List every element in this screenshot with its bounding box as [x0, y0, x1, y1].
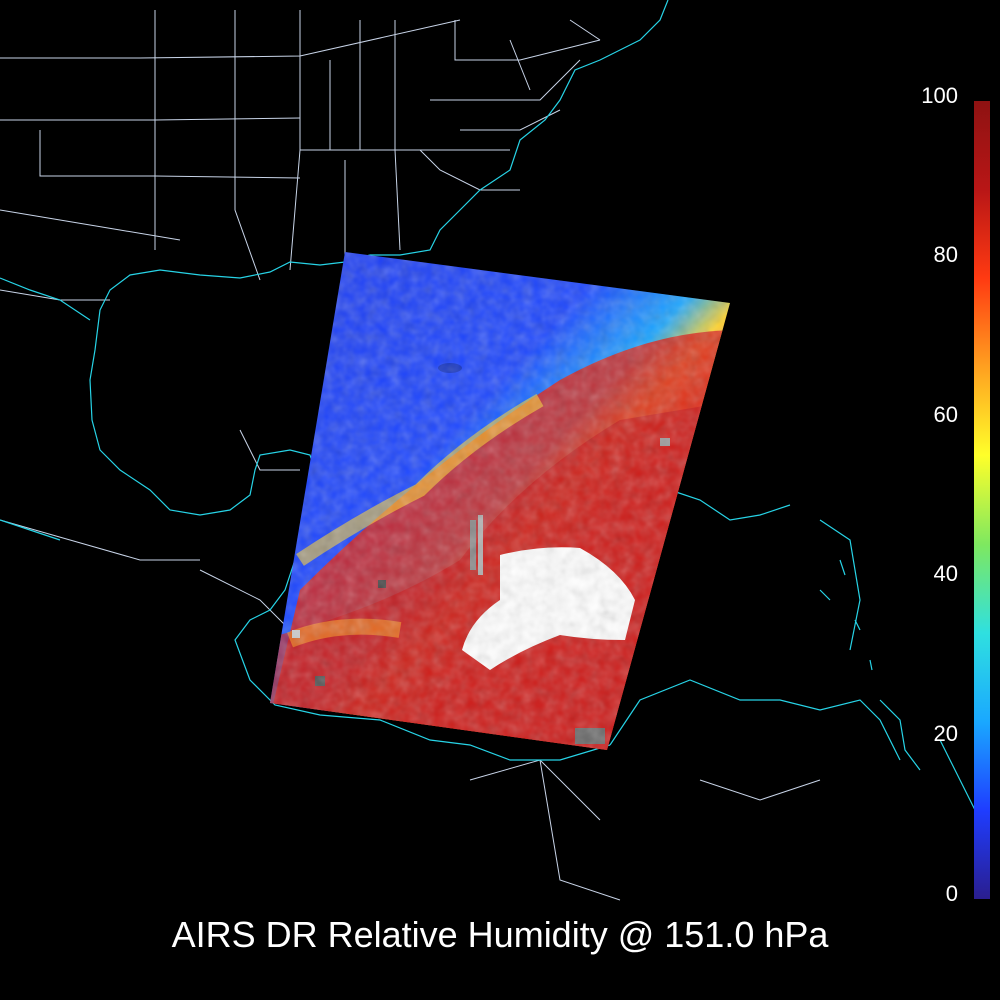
colorbar-tick-100: 100: [921, 83, 958, 108]
colorbar-tick-80: 80: [933, 242, 958, 267]
colorbar-tick-20: 20: [933, 721, 958, 746]
map-title: AIRS DR Relative Humidity @ 151.0 hPa: [171, 914, 829, 955]
colorbar-tick-40: 40: [933, 561, 958, 586]
colorbar-tick-0: 0: [945, 881, 958, 906]
colorbar-tick-60: 60: [933, 402, 958, 427]
colorbar: [974, 101, 990, 899]
